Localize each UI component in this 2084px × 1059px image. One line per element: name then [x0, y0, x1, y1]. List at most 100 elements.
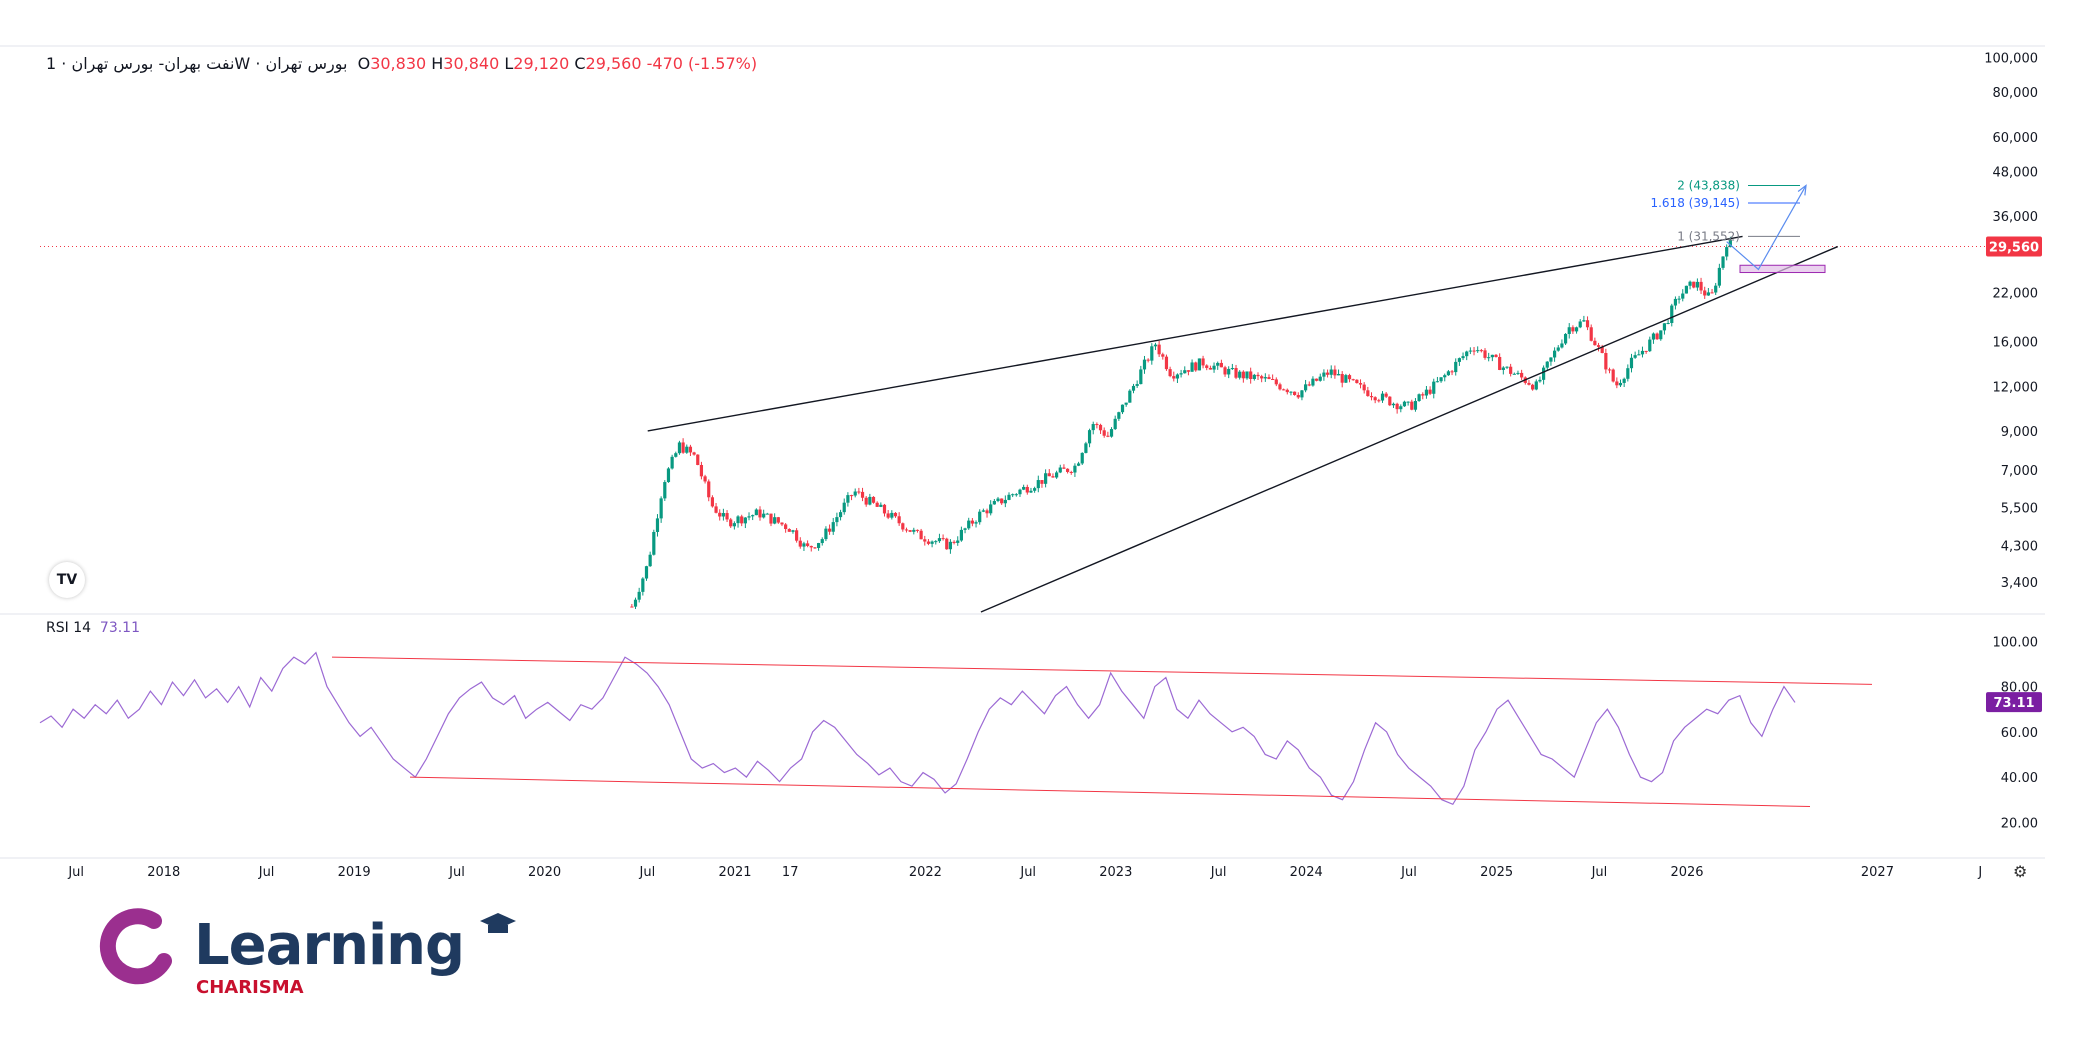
candle-body [1194, 362, 1198, 371]
candle-body [1512, 373, 1516, 375]
candle-body [992, 501, 996, 505]
candle-body [853, 491, 857, 496]
candle-body [641, 578, 645, 592]
candle-body [714, 506, 718, 513]
candle-body [897, 516, 901, 524]
symbol-header[interactable]: نفت بهران- بورس تهران · 1W · بورس تهران … [46, 54, 757, 73]
candle-body [1186, 370, 1191, 372]
candle-body [1611, 369, 1615, 382]
candle-body [1626, 368, 1630, 379]
candle-body [1589, 327, 1593, 341]
high-value: 30,840 [443, 54, 500, 73]
candle-body [945, 538, 949, 550]
candle-body [1223, 367, 1227, 375]
candle-body [1322, 372, 1326, 377]
open-value: 30,830 [370, 54, 427, 73]
candle-body [1468, 350, 1472, 352]
gear-icon[interactable]: ⚙ [2013, 862, 2028, 881]
candle-body [1003, 499, 1007, 504]
candle-body [1534, 381, 1538, 390]
candle-body [904, 529, 909, 531]
candle-body [677, 442, 682, 454]
candle-body [1022, 486, 1026, 490]
candle-body [1402, 401, 1407, 407]
candle-body [864, 497, 868, 505]
candle-body [1351, 379, 1355, 381]
projection-path [1726, 185, 1807, 271]
candle-body [934, 541, 938, 543]
candle-body [1413, 400, 1418, 410]
rsi-label[interactable]: RSI 14 [46, 620, 92, 636]
candle-body [1300, 390, 1304, 398]
candle-body [1267, 377, 1271, 379]
candle-body [948, 541, 953, 550]
candle-body [1479, 350, 1483, 352]
candle-body [648, 554, 652, 567]
candle-body [688, 446, 693, 453]
time-tick-label: 2022 [909, 865, 942, 880]
rsi-lower-channel [409, 776, 1811, 808]
candle-body [1131, 385, 1136, 391]
rsi-tick-label: 60.00 [2001, 726, 2038, 741]
candle-body [1648, 339, 1652, 352]
candle-body [784, 524, 788, 530]
candle-body [1179, 373, 1183, 375]
candle-body [890, 512, 894, 518]
candle-body [806, 543, 810, 546]
candle-body [747, 516, 751, 518]
candle-body [1439, 377, 1443, 382]
candle-body [857, 491, 861, 493]
candle-body [989, 504, 993, 514]
candle-body [967, 520, 971, 529]
price-tick-label: 36,000 [1993, 210, 2039, 225]
rsi-line [39, 651, 1796, 806]
candle-body [1282, 389, 1286, 391]
rsi-upper-channel [331, 656, 1873, 685]
rsi-header[interactable]: RSI 14 73.11 [46, 620, 140, 636]
candle-body [915, 529, 920, 531]
candle-body [1227, 368, 1231, 375]
candle-body [1714, 285, 1718, 293]
candle-body [1552, 350, 1557, 358]
candle-body [937, 538, 942, 542]
candle-body [1677, 298, 1681, 300]
candle-body [1670, 305, 1674, 324]
high-label: H [431, 54, 444, 73]
candle-body [1721, 256, 1725, 268]
candle-body [1069, 471, 1073, 473]
candle-body [1461, 356, 1465, 359]
tradingview-logo-icon[interactable]: TV [49, 562, 85, 598]
candle-body [1098, 424, 1103, 431]
candle-body [1406, 401, 1410, 403]
price-plot: 1 (31,552) 1.618 (39,145) 2 (43,838) [40, 178, 1990, 613]
candle-body [780, 522, 784, 525]
candle-body [1563, 333, 1568, 344]
support-zone [1739, 264, 1826, 274]
candle-body [1501, 367, 1505, 370]
candle-body [1128, 390, 1132, 403]
candle-body [1362, 384, 1366, 391]
price-tick-label: 9,000 [2001, 425, 2038, 440]
price-tick-label: 60,000 [1993, 131, 2039, 146]
candle-body [637, 591, 641, 600]
price-axis: 100,000 80,000 60,000 48,000 36,000 22,000 16,… [1984, 52, 2042, 591]
candle-body [1230, 368, 1234, 370]
candle-body [1571, 327, 1575, 332]
candle-body [1527, 382, 1531, 385]
symbol-name[interactable]: نفت بهران- بورس تهران · 1W · بورس تهران [46, 54, 348, 73]
candle-body [718, 512, 722, 517]
candle-body [743, 517, 747, 524]
candle-body [1545, 361, 1549, 368]
candle-body [1699, 281, 1703, 291]
candle-body [1673, 298, 1678, 306]
candle-body [692, 452, 696, 455]
candle-body [751, 515, 755, 517]
candle-body [1080, 452, 1084, 464]
candle-body [1314, 378, 1319, 381]
time-tick-label: 2021 [718, 865, 751, 880]
candle-body [1424, 389, 1429, 396]
candle-body [996, 498, 1000, 502]
candle-body [1582, 320, 1586, 322]
candle-body [1725, 247, 1729, 257]
candle-body [1567, 327, 1571, 334]
